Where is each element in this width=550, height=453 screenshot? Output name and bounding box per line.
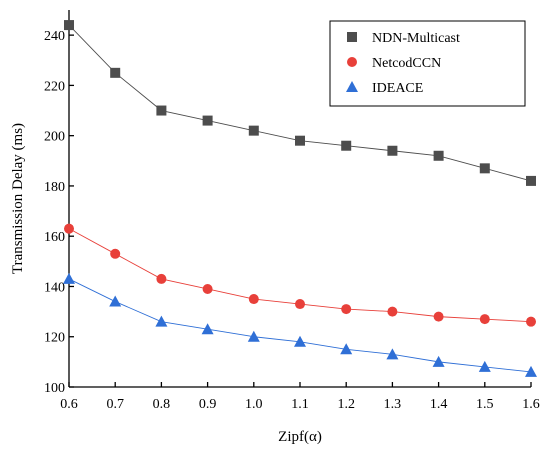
data-point: [341, 140, 352, 151]
data-point: [248, 294, 259, 305]
data-point: [201, 323, 214, 335]
data-point: [526, 175, 536, 186]
data-point: [63, 272, 75, 284]
data-point: [479, 163, 490, 174]
data-point: [295, 299, 305, 310]
legend-marker: [347, 57, 357, 67]
data-point: [387, 306, 398, 317]
x-tick-label: 1.3: [384, 397, 402, 412]
x-tick-label: 1.4: [430, 397, 448, 412]
data-point: [156, 105, 167, 116]
series-triangle: [63, 272, 537, 377]
x-tick-label: 1.2: [337, 397, 355, 412]
legend-label: NetcodCCN: [372, 56, 441, 71]
x-tick-label: 1.5: [476, 397, 494, 412]
legend: NDN-Multicast NetcodCCN IDEACE: [329, 20, 526, 107]
y-tick-label: 140: [44, 280, 65, 295]
x-tick-label: 0.8: [153, 397, 171, 412]
data-point: [526, 316, 536, 327]
data-point: [155, 315, 168, 327]
series-layer: [63, 20, 537, 377]
data-point: [247, 330, 260, 342]
y-tick-label: 160: [44, 230, 65, 245]
y-axis-ticks: 100 120 140 160 180 200 220 240: [44, 29, 74, 396]
data-point: [386, 348, 399, 360]
data-point: [479, 314, 490, 325]
data-point: [525, 365, 537, 377]
data-point: [294, 335, 306, 347]
x-tick-label: 1.0: [245, 397, 263, 412]
data-point: [110, 67, 121, 78]
data-point: [202, 283, 213, 294]
y-axis-title: Transmission Delay (ms): [10, 123, 26, 274]
x-tick-label: 1.6: [522, 397, 540, 412]
data-point: [478, 360, 491, 372]
legend-marker: [346, 81, 358, 92]
data-point: [387, 145, 398, 156]
data-point: [109, 295, 122, 307]
y-tick-label: 180: [44, 180, 65, 195]
data-point: [202, 115, 213, 126]
series-line: [68, 278, 532, 373]
x-axis-ticks: 0.6 0.7 0.8 0.9 1.0 1.1 1.2 1.3 1.4 1.5 1.6: [60, 382, 540, 412]
data-point: [433, 150, 444, 161]
legend-marker: [347, 32, 357, 42]
data-point: [432, 355, 445, 367]
legend-label: IDEACE: [372, 81, 423, 96]
data-point: [64, 20, 74, 31]
y-tick-label: 240: [44, 29, 65, 44]
data-point: [64, 223, 74, 234]
legend-box: [329, 20, 526, 107]
x-axis-title: Zipf(α): [278, 429, 322, 445]
x-tick-label: 0.9: [199, 397, 217, 412]
legend-label: NDN-Multicast: [372, 31, 460, 46]
series-circle: [64, 223, 536, 327]
y-tick-label: 120: [44, 331, 65, 346]
x-tick-label: 0.6: [60, 397, 78, 412]
data-point: [433, 311, 444, 322]
data-point: [340, 343, 353, 355]
series-square: [64, 20, 536, 186]
x-tick-label: 1.1: [291, 397, 309, 412]
data-point: [295, 135, 305, 146]
data-point: [110, 248, 121, 259]
data-point: [156, 273, 167, 284]
x-tick-label: 0.7: [106, 397, 124, 412]
data-point: [341, 304, 352, 315]
y-tick-label: 100: [44, 381, 65, 396]
y-tick-label: 220: [44, 79, 65, 94]
y-tick-label: 200: [44, 130, 65, 145]
data-point: [248, 125, 259, 136]
